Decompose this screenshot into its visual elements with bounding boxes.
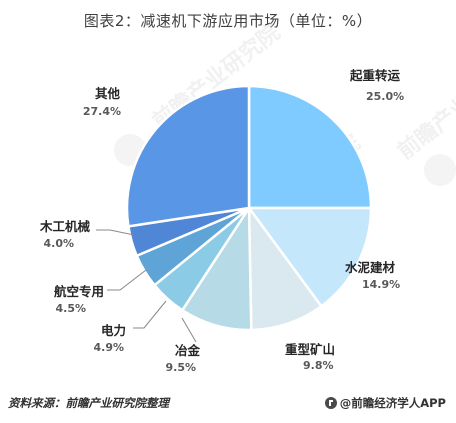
slice-value-label: 4.0% [43,237,74,250]
brand-logo-icon [324,397,337,409]
watermark-text: 前瞻产业研究院 [393,49,456,164]
leader-line [96,229,135,236]
slice-label: 航空专用 [54,284,104,299]
brand-credit: @前瞻经济学人APP [324,395,446,411]
slice-value-label: 14.9% [362,278,400,291]
leader-line [133,300,167,329]
pie-slice [247,204,324,332]
pie-slices [125,84,373,332]
slice-value-label: 9.5% [165,361,196,374]
pie-slice [247,84,373,210]
slice-label: 电力 [101,323,126,338]
slice-value-label: 27.4% [83,105,121,118]
pie-slice [125,84,251,228]
watermark-logo-icon [424,154,456,186]
chart-title: 图表2：减速机下游应用市场（单位：%） [83,12,373,30]
pie-slice [246,206,373,308]
slice-value-label: 25.0% [366,90,404,103]
slice-label: 起重转运 [349,68,401,83]
slice-label: 水泥建材 [345,260,396,275]
slice-labels: 起重转运 25.0% 水泥建材 14.9% 重型矿山 9.8% 冶金 9.5% 电力 4.9% 航空… [39,68,404,374]
slice-label: 木工机械 [39,219,91,234]
slice-value-label: 9.8% [303,359,334,372]
leader-line [181,317,197,343]
slice-value-label: 4.5% [55,302,86,315]
source-note: 资料来源：前瞻产业研究院整理 [8,396,169,410]
footer: 资料来源：前瞻产业研究院整理 @前瞻经济学人APP [0,392,456,414]
slice-label: 其他 [95,86,121,101]
leader-line [107,269,147,291]
slice-label: 冶金 [175,343,201,358]
slice-label: 重型矿山 [285,342,335,357]
slice-value-label: 4.9% [93,341,124,354]
leader-lines [96,229,197,343]
brand-text: @前瞻经济学人APP [339,396,446,410]
